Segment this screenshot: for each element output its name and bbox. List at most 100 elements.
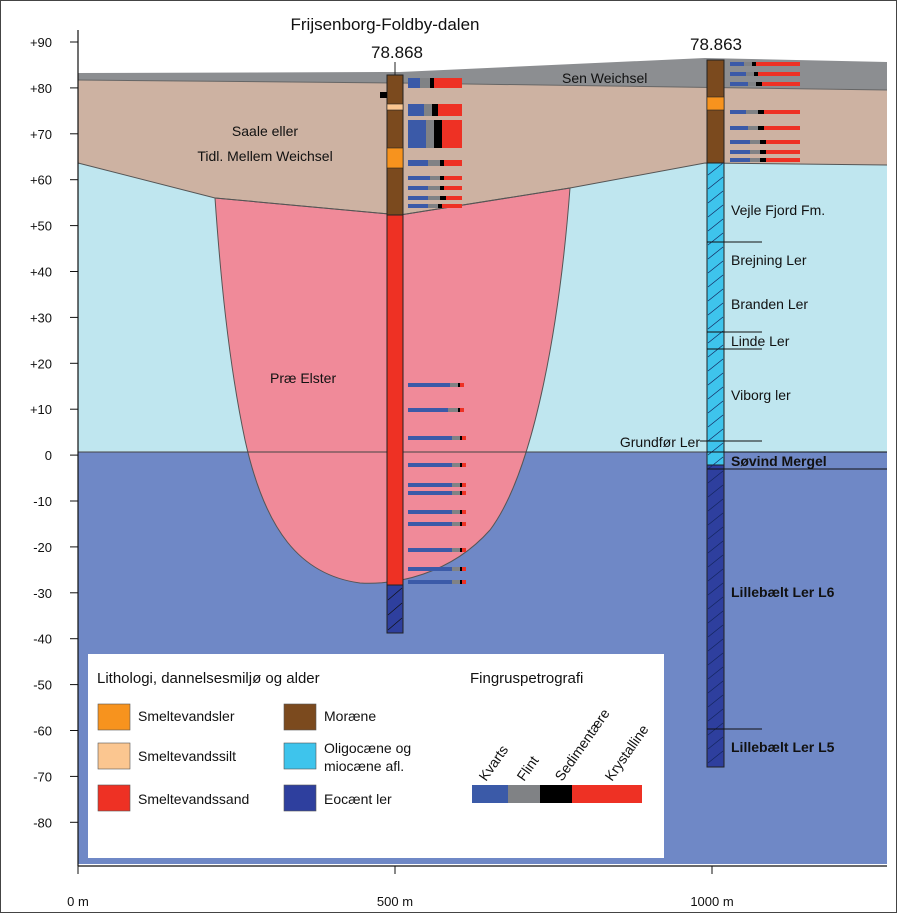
petrography-bar-segment [442, 120, 462, 148]
petrography-bar-segment [408, 204, 428, 208]
y-tick-label: +80 [30, 81, 52, 96]
label-viborg: Viborg ler [731, 387, 791, 403]
petrography-bar-segment [462, 548, 466, 552]
legend-label-eocaent: Eocænt ler [324, 791, 392, 807]
petrography-bar-segment [438, 104, 462, 116]
legend-label-oligocaene-1: Oligocæne og [324, 740, 411, 756]
petrography-bar-segment [754, 72, 758, 76]
x-tick-1000: 1000 m [690, 894, 733, 909]
petrography-bar-segment [430, 176, 440, 180]
petrography-bar-segment [408, 176, 430, 180]
legend-swatch-smeltevandsler [97, 703, 131, 731]
petrography-bar-segment [408, 567, 452, 571]
petrography-bar-segment [444, 160, 462, 166]
y-tick-label: 0 [45, 448, 52, 463]
petrography-bar-segment [746, 72, 754, 76]
petrography-bar-segment [730, 72, 746, 76]
petrography-bar-segment [460, 383, 464, 387]
petrography-bar-segment [460, 483, 462, 487]
petrography-bar-segment [408, 436, 452, 440]
petrography-bar-segment [428, 160, 440, 166]
legend-swatch-eocaent [283, 784, 317, 812]
petrography-bar-segment [408, 104, 424, 116]
label-lillebaelt-l5: Lillebælt Ler L5 [731, 739, 835, 755]
borehole-label-78863: 78.863 [690, 35, 742, 54]
petrography-bar-segment [460, 567, 462, 571]
petrography-bar-segment [408, 120, 426, 148]
label-saale-2: Tidl. Mellem Weichsel [197, 148, 332, 164]
petrography-bar-segment [460, 491, 462, 495]
petrography-bar-segment [408, 483, 452, 487]
petrography-bar-segment [758, 126, 764, 130]
petrography-bar-segment [452, 510, 460, 514]
petrography-bar-segment [428, 186, 440, 190]
formation-boundaries [700, 241, 887, 730]
y-tick-label: -30 [33, 586, 52, 601]
petrography-bars-78863 [730, 62, 800, 162]
petrography-bar-segment [766, 150, 800, 154]
petrography-bar-segment [408, 186, 428, 190]
legend-label-moraene: Moræne [324, 708, 376, 724]
legend-swatch-oligocaene [283, 742, 317, 770]
y-tick-label: -50 [33, 678, 52, 693]
sen-weichsel-layer [78, 58, 887, 90]
y-tick-label: +40 [30, 265, 52, 280]
diagram-title: Frijsenborg-Foldby-dalen [291, 15, 480, 34]
petrography-bar-segment [460, 548, 462, 552]
petrography-bar-segment [446, 196, 462, 200]
petrography-bar-segment [440, 160, 444, 166]
petrography-bar-segment [730, 82, 748, 86]
petrography-bar-segment [746, 110, 758, 114]
petrography-bar-segment [408, 548, 452, 552]
y-tick-label: +70 [30, 127, 52, 142]
label-saale-1: Saale eller [232, 123, 298, 139]
legend-swatch-smeltevandssand [97, 784, 131, 812]
borehole-78863 [706, 59, 800, 768]
petrography-bar-segment [460, 580, 462, 584]
petrography-bar-segment [458, 408, 460, 412]
petrography-bar-segment [462, 463, 466, 467]
legend-label-oligocaene-2: miocæne afl. [324, 758, 404, 774]
legend-bar-krystalline [572, 785, 642, 803]
y-tick-label: -20 [33, 540, 52, 555]
petrography-bar-segment [730, 62, 744, 66]
x-axis-ticks: 0 m 500 m 1000 m [67, 866, 734, 909]
petrography-bar-segment [438, 204, 442, 208]
petrography-bar-segment [420, 78, 430, 88]
petrography-bar-segment [434, 120, 442, 148]
borehole-label-78868: 78.868 [371, 43, 423, 62]
petrography-bar-segment [764, 110, 800, 114]
label-grundfor: Grundfør Ler [620, 434, 700, 450]
legend-label-smeltevandsler: Smeltevandsler [138, 708, 235, 724]
legend-swatch-smeltevandssilt [97, 742, 131, 770]
petrography-bar-segment [462, 483, 466, 487]
petrography-bars-78868 [408, 78, 466, 584]
petrography-bar-segment [462, 491, 466, 495]
petrography-bar-segment [428, 196, 440, 200]
petrography-bar-segment [450, 383, 458, 387]
petrography-bar-segment [462, 510, 466, 514]
petrography-bar-segment [408, 491, 452, 495]
petrography-bar-segment [730, 150, 750, 154]
petrography-bar-segment [730, 158, 750, 162]
petrography-bar-segment [748, 82, 756, 86]
petrography-bar-segment [452, 483, 460, 487]
y-tick-label: +60 [30, 173, 52, 188]
petrography-bar-segment [750, 140, 760, 144]
legend: Lithologi, dannelsesmiljø og alder Fingr… [88, 654, 664, 858]
x-tick-500: 500 m [377, 894, 413, 909]
legend-label-smeltevandssand: Smeltevandssand [138, 791, 249, 807]
label-prae-elster: Præ Elster [270, 370, 336, 386]
y-tick-label: +10 [30, 402, 52, 417]
petrography-bar-segment [766, 158, 800, 162]
petrography-bar-segment [758, 110, 764, 114]
valley-outline [77, 162, 888, 216]
y-tick-label: +90 [30, 35, 52, 50]
y-tick-label: -70 [33, 769, 52, 784]
label-brejning: Brejning Ler [731, 252, 807, 268]
legend-petro-heading: Fingruspetrografi [470, 670, 583, 687]
y-tick-label: -60 [33, 724, 52, 739]
petrography-bar-segment [452, 567, 460, 571]
legend-bar-kvarts [472, 785, 508, 803]
